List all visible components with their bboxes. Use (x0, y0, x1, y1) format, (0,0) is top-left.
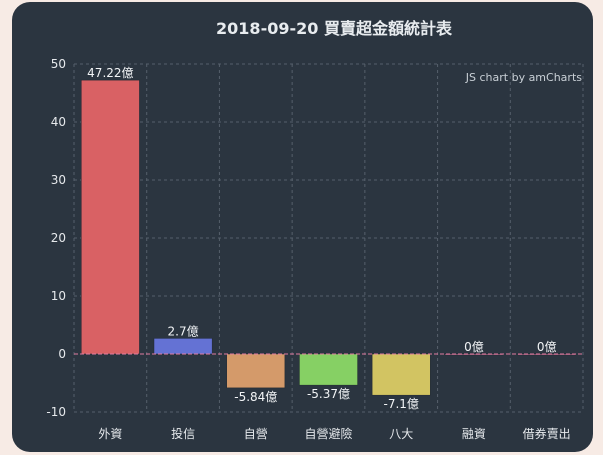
x-tick-label: 外資 (98, 427, 122, 441)
data-label: -7.1億 (384, 397, 419, 411)
y-tick-label: 50 (51, 57, 66, 71)
y-tick-label: 30 (51, 173, 66, 187)
x-axis: 外資 投信 自營 自營避險 八大 融資 借券賣出 (98, 426, 570, 441)
y-tick-label: 40 (51, 115, 66, 129)
y-tick-label: 20 (51, 231, 66, 245)
chart-card: 2018-09-20 買賣超金額統計表 JS chart by amCharts… (12, 2, 593, 452)
chart-credit[interactable]: JS chart by amCharts (465, 71, 582, 84)
x-tick-label: 自營 (244, 427, 268, 441)
y-tick-label: 0 (58, 347, 66, 361)
y-axis: -10 0 10 20 30 40 50 (46, 57, 66, 419)
y-tick-label: 10 (51, 289, 66, 303)
x-tick-label: 投信 (171, 426, 195, 441)
bar-chart: 2018-09-20 買賣超金額統計表 JS chart by amCharts… (46, 19, 584, 441)
x-tick-label: 八大 (389, 427, 413, 441)
data-label: 0億 (464, 340, 484, 354)
data-label: 47.22億 (87, 66, 133, 80)
data-label: 0億 (537, 340, 557, 354)
chart-title: 2018-09-20 買賣超金額統計表 (216, 19, 453, 38)
y-tick-label: -10 (46, 405, 66, 419)
bar[interactable] (153, 338, 213, 355)
bar[interactable] (371, 353, 431, 396)
data-label: -5.84億 (234, 390, 277, 404)
bars: 47.22億 2.7億 -5.84億 -5.37億 -7.1億 0億 0億 (74, 66, 583, 411)
data-label: 2.7億 (168, 324, 199, 338)
bar[interactable] (81, 79, 140, 355)
x-tick-label: 借券賣出 (523, 426, 571, 441)
bar[interactable] (299, 353, 358, 386)
x-tick-label: 融資 (462, 427, 486, 441)
bar[interactable] (226, 353, 286, 389)
x-tick-label: 自營避險 (304, 426, 352, 441)
data-label: -5.37億 (307, 387, 350, 401)
